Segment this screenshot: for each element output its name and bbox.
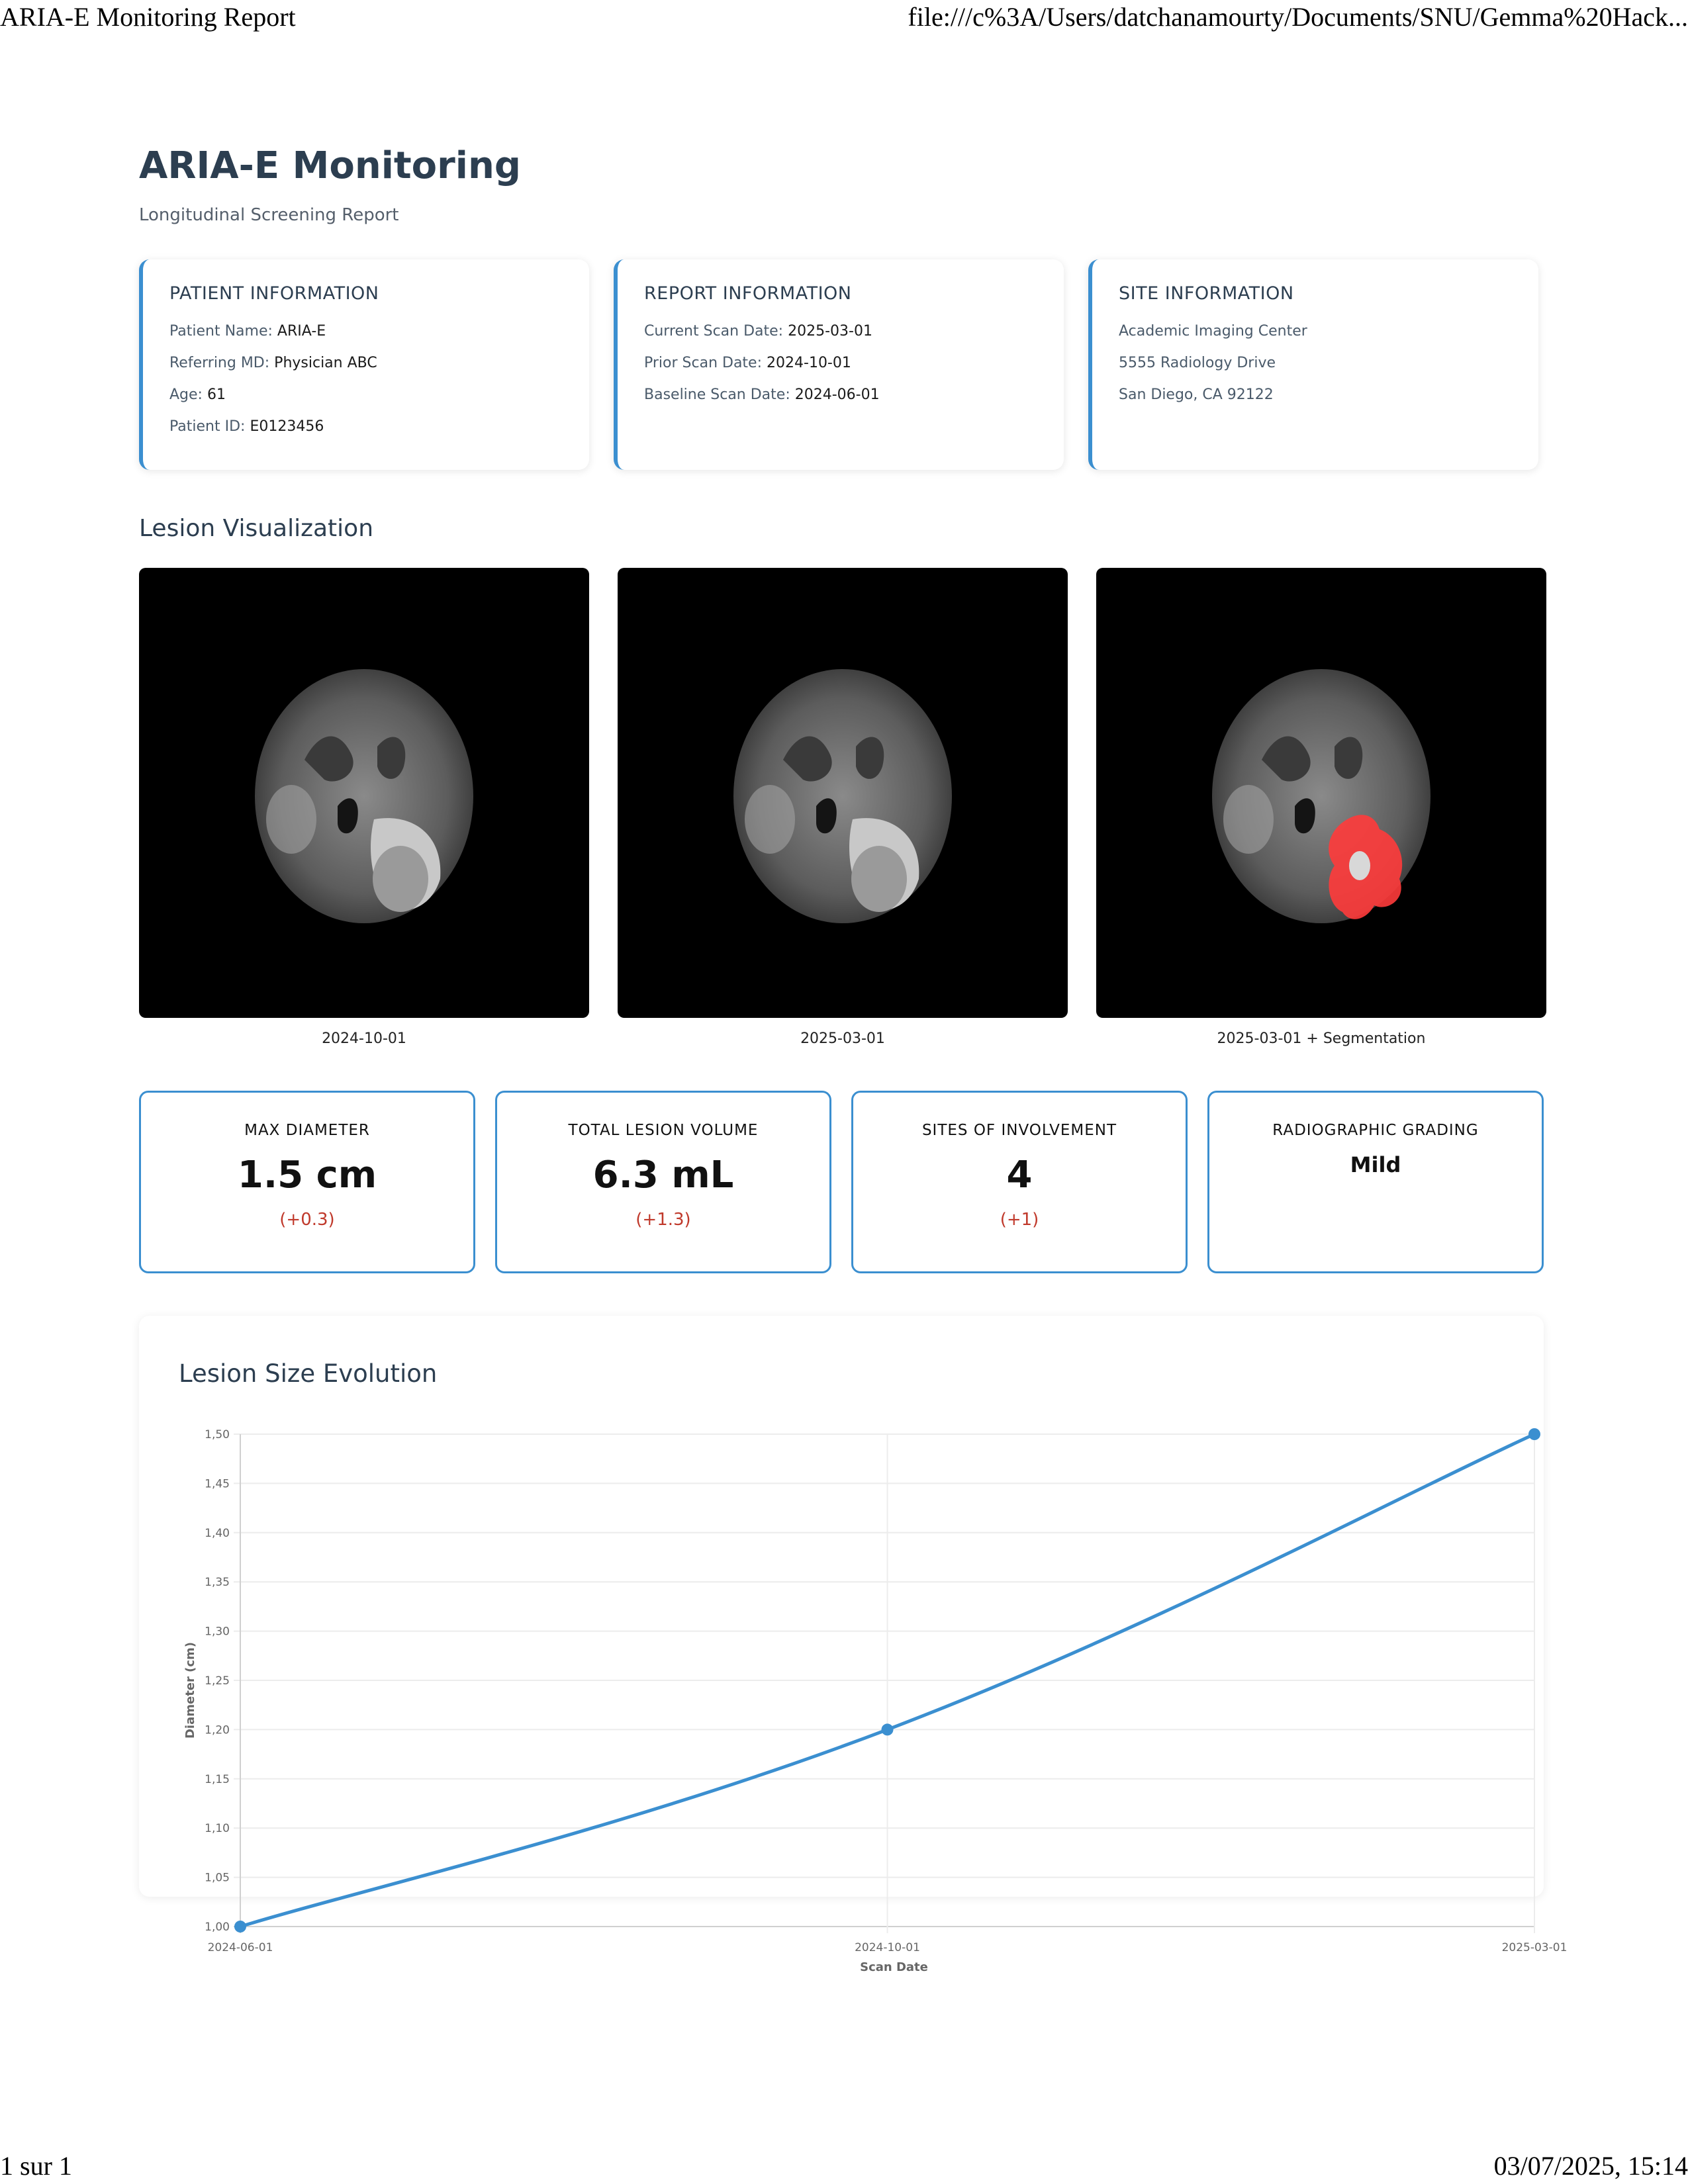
max-diameter-change: (+0.3) xyxy=(279,1210,335,1230)
site-info-heading: SITE INFORMATION xyxy=(1119,283,1294,304)
referring-md-row: Referring MD: Physician ABC xyxy=(169,355,563,371)
prior-scan-row: Prior Scan Date: 2024-10-01 xyxy=(644,355,1037,371)
baseline-scan-value: 2024-06-01 xyxy=(794,387,880,403)
scan-caption-current: 2025-03-01 xyxy=(800,1030,885,1047)
max-diameter-label: MAX DIAMETER xyxy=(244,1122,370,1139)
sites-involvement-label: SITES OF INVOLVEMENT xyxy=(921,1122,1117,1139)
print-header: ARIA-E Monitoring Report file:///c%3A/Us… xyxy=(0,0,1688,33)
total-volume-change: (+1.3) xyxy=(635,1210,691,1230)
max-diameter-value: 1.5 cm xyxy=(237,1154,377,1197)
print-datetime: 03/07/2025, 15:14 xyxy=(1493,2151,1688,2181)
radiographic-grading-label: RADIOGRAPHIC GRADING xyxy=(1272,1122,1479,1139)
print-page-count: 1 sur 1 xyxy=(0,2151,72,2181)
site-street: 5555 Radiology Drive xyxy=(1119,355,1276,371)
sites-involvement-value: 4 xyxy=(1006,1154,1033,1197)
current-scan-label: Current Scan Date: xyxy=(644,323,784,340)
x-tick-label: 2024-10-01 xyxy=(855,1941,920,1954)
lesion-size-chart-card xyxy=(139,1316,1544,1897)
patient-name-row: Patient Name: ARIA-E xyxy=(169,324,563,340)
sites-involvement-change: (+1) xyxy=(1000,1210,1039,1230)
site-info-card: SITE INFORMATION Academic Imaging Center… xyxy=(1088,259,1538,470)
report-info-card: REPORT INFORMATION Current Scan Date: 20… xyxy=(614,259,1064,470)
patient-id-row: Patient ID: E0123456 xyxy=(169,419,563,435)
referring-md-value: Physician ABC xyxy=(274,355,377,371)
lesion-visualization-heading: Lesion Visualization xyxy=(139,515,374,542)
data-point xyxy=(234,1921,246,1933)
prior-scan-label: Prior Scan Date: xyxy=(644,355,763,371)
scan-image-prior xyxy=(139,568,589,1018)
current-scan-value: 2025-03-01 xyxy=(788,323,872,340)
scan-image-current xyxy=(618,568,1068,1018)
patient-name-value: ARIA-E xyxy=(277,323,326,340)
patient-info-card: PATIENT INFORMATION Patient Name: ARIA-E… xyxy=(139,259,589,470)
print-url: file:///c%3A/Users/datchanamourty/Docume… xyxy=(908,2,1688,32)
x-axis-label: Scan Date xyxy=(860,1960,928,1974)
age-row: Age: 61 xyxy=(169,387,563,403)
max-diameter-card: MAX DIAMETER 1.5 cm (+0.3) xyxy=(139,1091,475,1273)
print-footer: 1 sur 1 03/07/2025, 15:14 xyxy=(0,2151,1688,2184)
total-volume-label: TOTAL LESION VOLUME xyxy=(568,1122,759,1139)
radiographic-grading-card: RADIOGRAPHIC GRADING Mild xyxy=(1207,1091,1544,1273)
y-tick-label: 1,00 xyxy=(205,1921,230,1934)
site-city: San Diego, CA 92122 xyxy=(1119,387,1274,403)
total-volume-card: TOTAL LESION VOLUME 6.3 mL (+1.3) xyxy=(495,1091,831,1273)
radiographic-grading-value: Mild xyxy=(1350,1152,1401,1177)
patient-id-value: E0123456 xyxy=(250,418,324,435)
sites-involvement-card: SITES OF INVOLVEMENT 4 (+1) xyxy=(851,1091,1188,1273)
patient-name-label: Patient Name: xyxy=(169,323,273,340)
scan-caption-prior: 2024-10-01 xyxy=(322,1030,406,1047)
patient-id-label: Patient ID: xyxy=(169,418,246,435)
chart-title: Lesion Size Evolution xyxy=(179,1359,438,1388)
x-tick-label: 2024-06-01 xyxy=(208,1941,273,1954)
age-value: 61 xyxy=(207,387,226,403)
patient-info-heading: PATIENT INFORMATION xyxy=(169,283,379,304)
report-info-heading: REPORT INFORMATION xyxy=(644,283,852,304)
print-page-title: ARIA-E Monitoring Report xyxy=(0,2,296,32)
prior-scan-value: 2024-10-01 xyxy=(767,355,851,371)
scan-caption-segmentation: 2025-03-01 + Segmentation xyxy=(1217,1030,1426,1047)
page-title: ARIA-E Monitoring xyxy=(139,144,521,187)
current-scan-row: Current Scan Date: 2025-03-01 xyxy=(644,324,1037,340)
total-volume-value: 6.3 mL xyxy=(592,1154,734,1197)
age-label: Age: xyxy=(169,387,203,403)
x-tick-label: 2025-03-01 xyxy=(1502,1941,1568,1954)
page-subtitle: Longitudinal Screening Report xyxy=(139,205,399,225)
baseline-scan-label: Baseline Scan Date: xyxy=(644,387,790,403)
scan-image-segmentation xyxy=(1096,568,1546,1018)
baseline-scan-row: Baseline Scan Date: 2024-06-01 xyxy=(644,387,1037,403)
referring-md-label: Referring MD: xyxy=(169,355,270,371)
site-name: Academic Imaging Center xyxy=(1119,323,1307,340)
